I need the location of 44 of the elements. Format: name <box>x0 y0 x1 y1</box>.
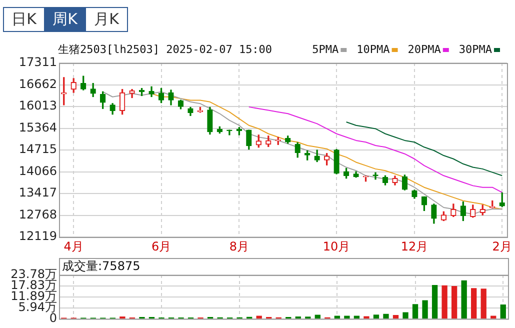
y-tick-label: 15364 <box>18 120 57 134</box>
bar <box>120 316 126 319</box>
bar <box>451 286 458 319</box>
bar <box>334 316 340 319</box>
x-tick-label: 2月 <box>492 239 512 254</box>
bar <box>422 300 428 319</box>
y-tick-label: 12119 <box>18 229 57 244</box>
bar <box>373 314 380 319</box>
y-tick-label: 16662 <box>18 76 57 91</box>
y-tick-label: 13417 <box>18 186 57 200</box>
bar <box>461 280 467 319</box>
x-tick-label: 12月 <box>400 239 428 254</box>
bar <box>256 316 262 319</box>
text: 成交量:75875 <box>62 259 140 274</box>
y-tick-label: 14066 <box>18 164 57 178</box>
x-tick-label: 8月 <box>229 239 249 254</box>
legend-label: 5PMA <box>312 42 340 56</box>
bar <box>402 312 408 319</box>
x-tick-label: 10月 <box>322 239 350 254</box>
x-tick-label: 6月 <box>151 239 172 254</box>
text: 日K <box>4 8 45 31</box>
y-tick-label: 12768 <box>18 207 57 222</box>
chart-title: 生猪2503[lh2503] 2025-02-07 15:00 <box>58 42 272 56</box>
bar <box>432 284 438 319</box>
bar <box>490 316 496 319</box>
bar <box>412 304 418 319</box>
y-tick-label: 16013 <box>18 98 57 113</box>
y-tick-label: 17311 <box>18 55 57 70</box>
legend-label: 10PMA <box>356 42 390 56</box>
bar <box>344 316 350 319</box>
x-tick-label: 4月 <box>64 239 84 254</box>
bar <box>480 288 486 319</box>
bar <box>354 316 360 319</box>
legend-label: 20PMA <box>408 42 442 56</box>
bar <box>500 304 506 319</box>
legend-label: 30PMA <box>458 42 492 56</box>
bar <box>383 314 389 319</box>
text: 月K <box>86 8 127 31</box>
bar <box>442 285 448 319</box>
bar <box>392 314 399 319</box>
bar <box>295 316 301 319</box>
y-tick-label: 14715 <box>18 142 57 156</box>
text: 周K <box>45 8 86 31</box>
bar <box>471 288 477 319</box>
